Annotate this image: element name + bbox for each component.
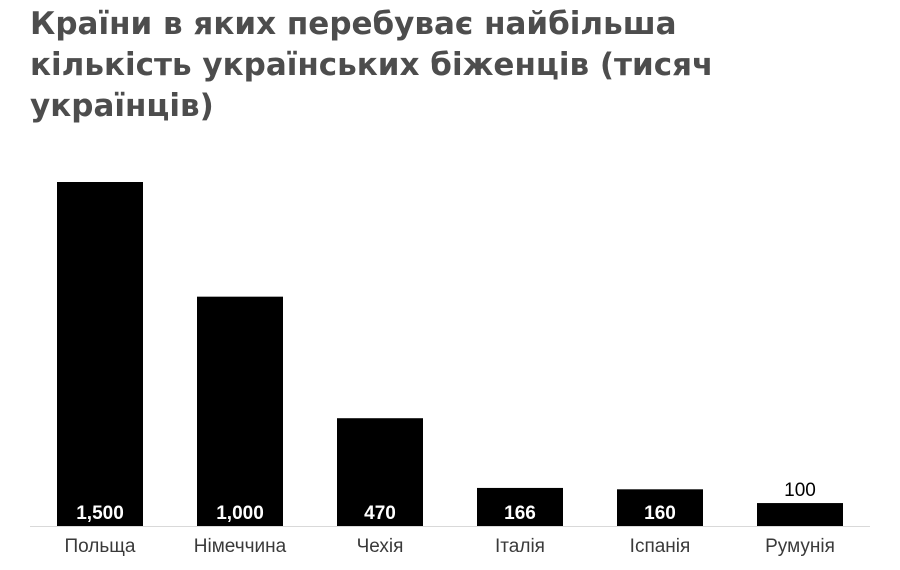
category-label-4: Іспанія bbox=[630, 536, 691, 557]
bar-1 bbox=[197, 296, 283, 526]
value-label-1: 1,000 bbox=[216, 503, 264, 524]
bar-0 bbox=[57, 182, 143, 526]
category-label-5: Румунія bbox=[765, 536, 835, 557]
labels-group: 1,500 Польща 1,000 Німеччина 470 Чехія 166 Італ… bbox=[65, 480, 835, 557]
value-label-4: 160 bbox=[644, 503, 676, 524]
value-label-2: 470 bbox=[364, 503, 396, 524]
category-label-3: Італія bbox=[495, 536, 545, 557]
value-label-5: 100 bbox=[784, 480, 816, 501]
bar-2 bbox=[337, 418, 423, 526]
chart-title: Країни в яких перебуває найбільша кількі… bbox=[30, 6, 714, 124]
category-label-0: Польща bbox=[65, 536, 136, 557]
bar-5 bbox=[757, 503, 843, 526]
bar-4 bbox=[617, 489, 703, 526]
bars-group bbox=[57, 182, 843, 526]
bar-3 bbox=[477, 487, 563, 526]
value-label-3: 166 bbox=[504, 503, 536, 524]
category-label-2: Чехія bbox=[357, 536, 404, 557]
category-label-1: Німеччина bbox=[194, 536, 287, 557]
value-label-0: 1,500 bbox=[76, 503, 124, 524]
